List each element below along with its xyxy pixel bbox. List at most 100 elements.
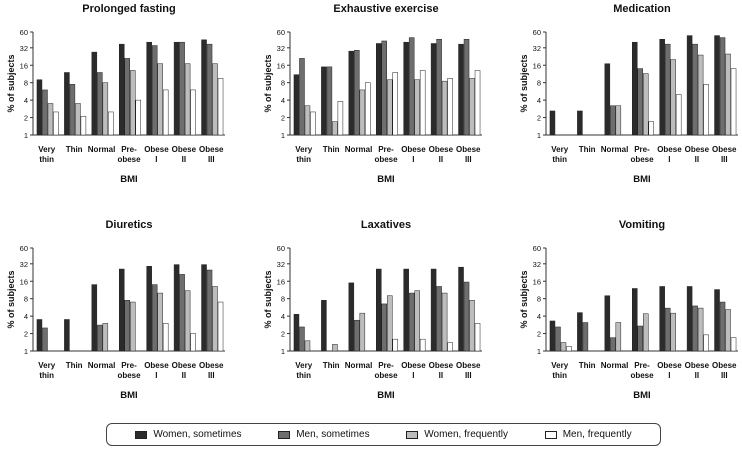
bar (157, 292, 163, 352)
x-tick-label: Normal (88, 361, 116, 370)
bar (610, 105, 616, 136)
x-tick-label: Thin (66, 145, 83, 154)
x-tick-label: Obese (657, 361, 682, 370)
bar (321, 66, 327, 136)
bar (146, 266, 152, 352)
bar (321, 300, 327, 352)
bar (430, 268, 437, 352)
x-tick-label: Obese (685, 361, 710, 370)
legend-label: Women, sometimes (153, 429, 242, 440)
bar (643, 73, 649, 136)
bar (217, 301, 224, 352)
bar (130, 70, 136, 136)
y-tick-label: 8 (537, 79, 541, 88)
bar (419, 70, 426, 136)
bar (725, 53, 731, 136)
legend-label: Men, sometimes (296, 429, 370, 440)
x-tick-label: II (439, 371, 443, 380)
bar (299, 326, 305, 352)
bar (730, 68, 737, 136)
bar (615, 105, 622, 136)
bar (637, 325, 643, 352)
x-tick-label: Pre- (121, 361, 137, 370)
bar (332, 344, 338, 352)
bar (664, 307, 671, 352)
x-tick-label: I (155, 155, 157, 164)
y-tick-label: 60 (533, 28, 541, 37)
x-tick-label: obese (117, 155, 141, 164)
bar (190, 89, 196, 136)
x-tick-label: Obese (429, 361, 454, 370)
bar (441, 292, 448, 352)
x-tick-label: obese (374, 155, 398, 164)
bar (179, 41, 185, 136)
bar (354, 319, 360, 352)
bar (162, 323, 169, 352)
bar (692, 305, 698, 352)
x-tick-label: I (412, 155, 414, 164)
x-tick-label: Thin (579, 361, 596, 370)
bar (47, 103, 54, 136)
legend-swatch-women-sometimes (135, 430, 148, 439)
bar (577, 110, 583, 136)
bar (403, 268, 409, 352)
bar (201, 264, 207, 352)
y-tick-label: 16 (277, 277, 285, 286)
bar (664, 43, 671, 136)
bar (36, 319, 43, 352)
bar (549, 110, 556, 136)
bar (730, 337, 737, 352)
x-tick-label: Obese (144, 145, 169, 154)
bar (359, 312, 366, 352)
x-tick-label: Obese (199, 361, 224, 370)
x-tick-label: III (208, 155, 215, 164)
bar (146, 41, 152, 136)
bar (408, 37, 415, 136)
bar (304, 105, 311, 136)
y-tick-label: 4 (281, 312, 285, 321)
legend-swatch-men-frequently (544, 430, 557, 439)
y-tick-label: 4 (537, 312, 541, 321)
bar (436, 286, 442, 352)
x-tick-label: Obese (712, 361, 737, 370)
y-tick-label: 4 (537, 96, 541, 105)
y-tick-label: 2 (537, 330, 541, 339)
y-tick-label: 60 (20, 244, 28, 253)
bar (173, 41, 180, 136)
bar (632, 288, 638, 352)
bar (469, 300, 475, 352)
bar (632, 41, 638, 136)
bar (36, 79, 43, 136)
x-tick-label: Obese (657, 145, 682, 154)
y-axis-label: % of subjects (263, 54, 273, 112)
bar (91, 284, 98, 352)
bar (80, 116, 87, 136)
x-tick-label: II (182, 371, 186, 380)
x-tick-label: thin (39, 371, 54, 380)
bar (162, 89, 169, 136)
bar (474, 70, 481, 136)
y-axis-label: % of subjects (6, 54, 16, 112)
panel-title: Vomiting (619, 219, 665, 231)
panel-title: Exhaustive exercise (333, 3, 438, 15)
x-tick-label: Obese (144, 361, 169, 370)
x-tick-label: Normal (345, 145, 373, 154)
x-tick-label: thin (296, 155, 311, 164)
bar (310, 111, 316, 136)
bar (463, 38, 470, 136)
bar (354, 50, 360, 136)
bar (414, 290, 420, 352)
bar (201, 39, 207, 136)
bar (359, 89, 366, 136)
bar (714, 35, 720, 136)
bar (670, 59, 676, 136)
x-tick-label: Thin (323, 145, 340, 154)
y-tick-label: 32 (20, 260, 28, 269)
panel-title: Laxatives (361, 219, 411, 231)
x-tick-label: I (155, 371, 157, 380)
bar (577, 312, 583, 352)
bar (376, 268, 382, 352)
x-tick-label: Very (295, 145, 312, 154)
x-tick-label: thin (552, 371, 567, 380)
bar (108, 111, 114, 136)
